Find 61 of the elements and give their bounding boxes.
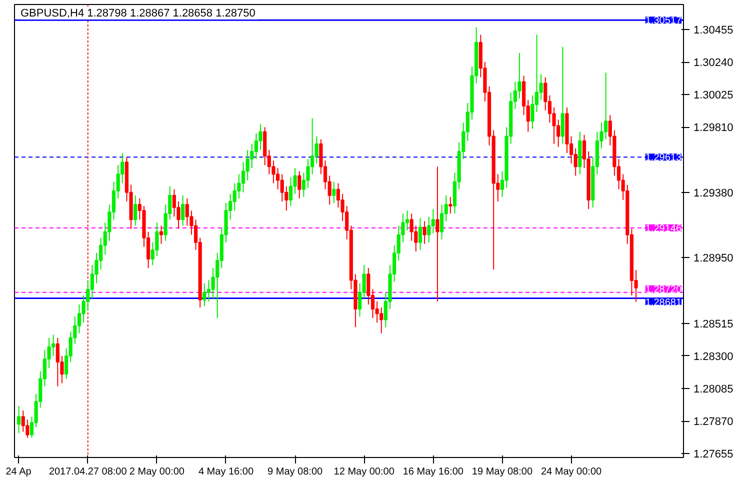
- candlestick: [237, 174, 241, 199]
- candlestick: [332, 181, 336, 204]
- candlestick: [336, 182, 340, 208]
- y-tick-label: 1.29380: [694, 187, 734, 200]
- y-tick-label: 1.28085: [694, 384, 734, 396]
- x-tick-label: 16 May 16:00: [402, 466, 464, 478]
- ref-line-label: 1.28720: [645, 284, 682, 296]
- candlestick: [17, 405, 21, 434]
- candlestick: [246, 149, 250, 181]
- y-tick-label: 1.29810: [694, 122, 734, 134]
- candlestick: [241, 162, 246, 193]
- y-tick-label: 1.27655: [694, 448, 734, 461]
- x-tick-label: 24 May 00:00: [540, 466, 602, 478]
- candlestick: [448, 196, 452, 214]
- candlestick: [422, 220, 426, 244]
- ref-line-label: 1.29146: [645, 223, 682, 234]
- candlestick: [518, 52, 522, 99]
- y-tick-label: 1.28300: [694, 350, 734, 363]
- x-tick-label: 19 May 08:00: [472, 466, 533, 478]
- candlestick: [181, 194, 185, 226]
- candlestick: [250, 143, 254, 169]
- x-tick-label: 12 May 00:00: [334, 466, 395, 478]
- y-tick-label: 1.30455: [694, 24, 734, 36]
- y-tick-label: 1.27870: [694, 416, 734, 428]
- candlestick: [202, 282, 206, 306]
- candlestick: [21, 410, 25, 432]
- candlestick: [306, 158, 310, 188]
- y-tick-label: 1.30025: [694, 90, 734, 102]
- candlestick: [560, 46, 564, 144]
- candlestick: [574, 148, 578, 176]
- candlestick: [436, 166, 440, 302]
- candlestick: [155, 222, 159, 256]
- candlestick: [280, 174, 284, 202]
- x-tick-label: 4 May 16:00: [198, 466, 254, 478]
- candlestick: [410, 213, 414, 242]
- candlestick: [427, 216, 431, 243]
- x-tick-label: 24 Ap: [6, 466, 32, 478]
- candlestick: [380, 307, 384, 334]
- candlestick: [134, 194, 138, 226]
- candlestick: [276, 168, 280, 190]
- candlestick: [440, 204, 444, 240]
- candlestick: [232, 182, 236, 212]
- y-tick-label: 1.28950: [694, 252, 734, 265]
- x-tick-label: 2017.04.27 08:00: [48, 466, 128, 478]
- candlestick: [159, 225, 164, 244]
- candlestick: [544, 76, 548, 112]
- ref-line-label: 1.28681: [645, 297, 682, 308]
- candlestick: [431, 208, 435, 234]
- y-tick-label: 1.30240: [694, 57, 734, 70]
- x-tick-label: 9 May 08:00: [268, 466, 324, 478]
- candlestick: [26, 419, 30, 438]
- x-tick-label: 2 May 00:00: [129, 466, 185, 478]
- candlestick: [288, 176, 293, 206]
- y-tick-label: 1.28515: [694, 318, 734, 330]
- candlestick: [530, 94, 534, 130]
- candlestick: [258, 124, 262, 150]
- chart-title: GBPUSD,H4 1.28798 1.28867 1.28658 1.28750: [20, 8, 256, 20]
- candlestick: [314, 136, 318, 164]
- candlestick: [418, 218, 422, 250]
- candlestick: [298, 170, 302, 199]
- candlestick: [206, 280, 211, 302]
